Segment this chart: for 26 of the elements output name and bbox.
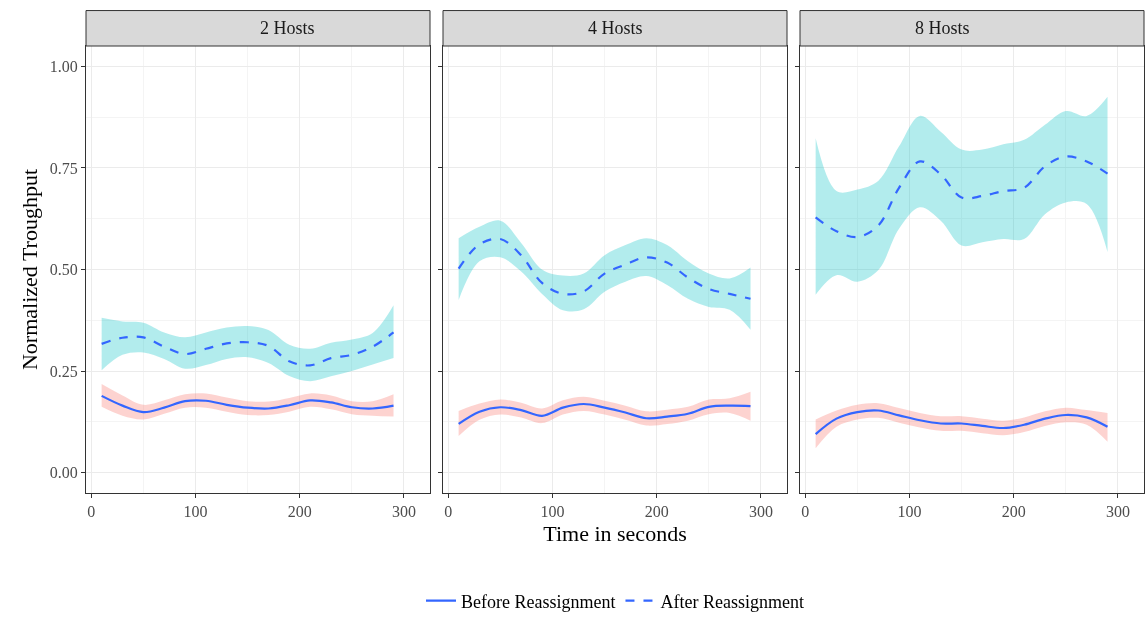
chart-title: 4 Hosts: [588, 18, 643, 38]
legend-label: After Reassignment: [660, 591, 804, 612]
x-tick-label: 200: [287, 503, 312, 521]
legend-label: Before Reassignment: [461, 591, 616, 612]
y-tick-label: 1.00: [49, 57, 78, 75]
x-axis-title: Time in seconds: [543, 521, 687, 547]
x-tick-label: 100: [540, 503, 565, 521]
x-tick-label: 300: [1105, 503, 1130, 521]
chart-title: 2 Hosts: [260, 18, 315, 38]
x-tick-label: 300: [391, 503, 416, 521]
x-tick-label: 200: [644, 503, 669, 521]
y-tick-label: 0.75: [49, 159, 78, 177]
x-tick-label: 0: [444, 503, 453, 521]
line-series: [100, 331, 395, 367]
x-tick-label: 100: [897, 503, 922, 521]
x-tick-label: 0: [87, 503, 96, 521]
y-tick-label: 0.00: [49, 464, 78, 482]
x-tick-label: 0: [801, 503, 810, 521]
chart-title: 8 Hosts: [915, 18, 970, 38]
x-tick-label: 200: [1001, 503, 1026, 521]
y-tick-label: 0.25: [49, 362, 78, 380]
x-tick-label: 100: [183, 503, 208, 521]
x-tick-label: 300: [748, 503, 773, 521]
line-series: [100, 394, 395, 414]
y-tick-label: 0.50: [49, 261, 78, 279]
y-axis-title: Normalized Troughput: [16, 168, 42, 371]
